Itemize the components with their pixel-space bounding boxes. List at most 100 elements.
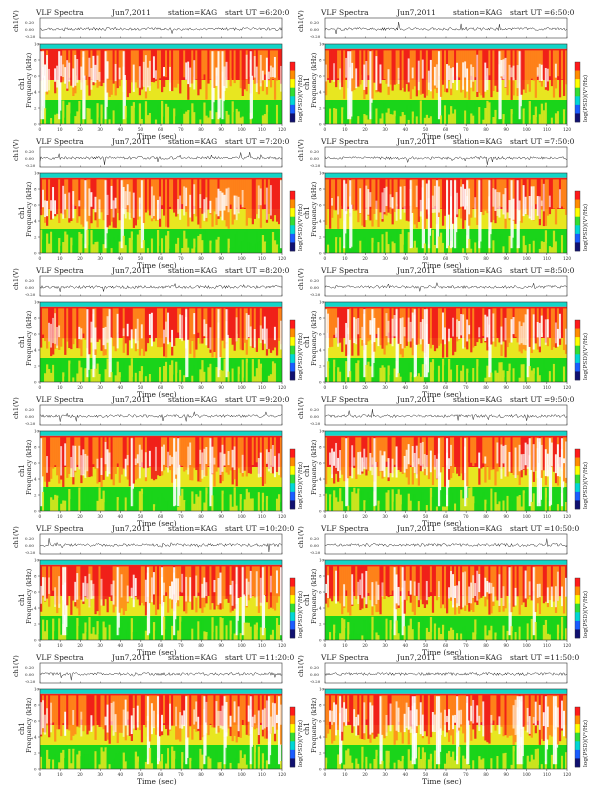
spectrogram-noise	[225, 243, 228, 253]
spectrogram-noise	[554, 495, 558, 511]
spectrogram-gap	[42, 577, 45, 596]
spectrogram-spike	[347, 309, 351, 378]
spectrogram-column	[241, 695, 244, 720]
spectrogram-column	[104, 566, 107, 600]
colorbar-label: log(PSD)(V²/Hz)	[297, 720, 304, 767]
colorbar-segment	[575, 337, 580, 347]
spectrogram-noise	[199, 369, 202, 382]
colorbar-segment	[575, 96, 580, 106]
spectrogram-gap	[50, 702, 53, 733]
colorbar-segment	[575, 629, 580, 639]
spectrogram-column	[191, 695, 194, 740]
spectrogram-column	[443, 437, 447, 487]
spectrogram-noise	[383, 103, 386, 124]
spectrogram-gap	[353, 317, 356, 344]
spectrogram-noise	[397, 759, 400, 769]
spectrogram-gap	[470, 582, 473, 604]
spectrogram-noise	[98, 117, 101, 124]
spectrogram-gap	[233, 195, 236, 215]
spectrogram-column	[221, 566, 224, 609]
spectrogram-gap	[253, 329, 256, 348]
colorbar-segment	[290, 242, 295, 252]
spectrogram-noise	[90, 230, 93, 253]
spectrogram-noise	[530, 618, 533, 640]
spectrogram-gap	[498, 192, 501, 218]
spectrogram-gap	[124, 458, 127, 477]
spectrogram-column	[233, 50, 236, 84]
spectrogram-column	[413, 437, 416, 463]
x-tick-label: 20	[362, 385, 368, 390]
spectrogram-noise	[373, 242, 376, 253]
channel-label: ch1	[303, 464, 311, 477]
spectrogram-column	[197, 437, 200, 482]
colorbar-frame	[289, 190, 296, 252]
spectrogram-column	[275, 695, 279, 730]
spectrogram-column	[482, 50, 485, 98]
spectrogram-column	[128, 566, 131, 597]
spectrogram-column	[403, 50, 406, 92]
spectrogram-gap	[44, 577, 47, 601]
spectrogram-column	[490, 308, 493, 345]
spectrogram-noise	[179, 616, 182, 640]
spectrogram-noise	[470, 248, 473, 253]
spectrogram-noise	[94, 103, 97, 124]
spectrogram-noise	[273, 627, 277, 640]
spectrogram-noise	[397, 109, 400, 124]
spectrogram-noise	[225, 372, 228, 382]
spectrogram-column	[349, 566, 352, 616]
y-tick-label: 6	[319, 332, 322, 337]
spectrogram-noise	[46, 749, 49, 769]
spectrogram-column	[431, 50, 435, 99]
spectrogram-spike	[279, 567, 282, 636]
spectrogram-noise	[253, 624, 256, 640]
spectrogram-spike	[437, 51, 442, 120]
spectrogram-gap	[371, 705, 374, 733]
spectrogram-gap	[138, 66, 141, 88]
spectrogram-noise	[534, 106, 537, 124]
spectrogram-noise	[443, 105, 447, 124]
spectrogram-column	[96, 308, 99, 342]
spectrogram-noise	[375, 749, 378, 769]
spectrogram-gap	[257, 458, 260, 478]
spectrogram-column	[273, 179, 277, 216]
spectrogram-gap	[82, 582, 85, 602]
spectrogram-spike	[532, 567, 536, 636]
x-tick-label: 0	[324, 514, 327, 519]
spectrogram-noise	[486, 503, 489, 511]
spectrogram-column	[462, 695, 465, 734]
x-tick-label: 90	[219, 256, 225, 261]
panel-date: Jun7,2011	[396, 8, 436, 17]
spectrogram-noise	[86, 108, 89, 124]
spectrogram-noise	[114, 489, 117, 511]
spectrogram-gap	[395, 574, 398, 604]
spectrogram-noise	[351, 365, 354, 382]
spectrogram-gap	[50, 323, 53, 348]
y-tick-label: 2	[319, 106, 322, 111]
spectrogram-column	[197, 308, 200, 333]
spectrogram-gap	[464, 188, 467, 210]
spectrogram-noise	[429, 116, 433, 124]
spectrogram-noise	[223, 493, 226, 511]
spectrogram-column	[205, 308, 208, 337]
panel-start-ut: start UT =9:20:0	[225, 395, 290, 404]
spectrogram-noise	[423, 623, 427, 640]
spectrogram-column	[484, 179, 487, 211]
spectrogram-column	[552, 179, 556, 209]
spectrogram-noise	[148, 112, 152, 124]
spectrogram-column	[215, 308, 218, 358]
spectrogram-column	[508, 695, 511, 736]
spectrogram-noise	[425, 114, 429, 124]
x-tick-label: 110	[258, 643, 266, 648]
spectrogram-gap	[229, 585, 232, 595]
spectrogram-column	[548, 308, 552, 338]
spectrogram-column	[427, 695, 431, 745]
spectrogram-column	[257, 308, 261, 339]
x-axis-label: Time (sec)	[137, 777, 177, 786]
spectrogram-noise	[126, 117, 129, 124]
spectrogram-noise	[433, 244, 437, 253]
spectrogram-gap	[417, 582, 420, 601]
spectrogram-noise	[154, 755, 158, 769]
spectrogram-noise	[205, 755, 208, 769]
spectrogram-gap	[458, 581, 461, 606]
spectrogram-noise	[371, 237, 374, 253]
